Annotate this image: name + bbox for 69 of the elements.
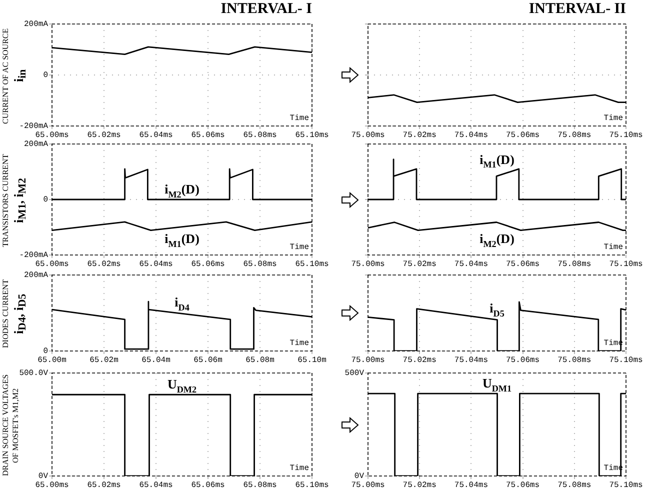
x-tick-label: 75.10ms — [609, 356, 643, 365]
x-tick-label: 65.02ms — [87, 130, 121, 140]
x-tick-label: 65.10ms — [295, 480, 329, 489]
x-tick-label: 75.06ms — [506, 356, 540, 365]
x-tick-label: 75.08ms — [558, 130, 592, 140]
x-tick-label: 65.08m — [246, 356, 275, 365]
x-tick-label: 75.04ms — [454, 130, 488, 140]
y-tick-label: 0V — [354, 472, 364, 482]
x-axis-title: Time — [290, 339, 310, 348]
x-tick-label: 75.02ms — [402, 260, 437, 269]
x-tick-label: 65.04ms — [139, 480, 173, 489]
x-tick-label: 75.06ms — [506, 130, 540, 140]
x-tick-label: 75.06ms — [506, 480, 540, 489]
chart-title: INTERVAL- I — [220, 1, 312, 18]
y-tick-label: 0 — [43, 347, 48, 356]
y-tick-label: -200mA — [19, 251, 48, 260]
x-tick-label: 65.02ms — [87, 260, 121, 269]
chart-title: INTERVAL- II — [528, 1, 626, 18]
x-tick-label: 65.00ms — [35, 260, 69, 269]
x-axis-title: Time — [290, 114, 310, 124]
x-tick-label: 65.06ms — [191, 480, 225, 489]
x-tick-label: 65.04m — [142, 356, 171, 365]
x-tick-label: 65.02m — [90, 356, 119, 365]
x-tick-label: 65.06m — [194, 356, 223, 365]
x-tick-label: 75.08ms — [558, 260, 592, 269]
x-tick-label: 65.08ms — [243, 130, 277, 140]
x-tick-label: 65.04ms — [139, 130, 173, 140]
x-axis-title: Time — [290, 464, 310, 474]
x-tick-label: 65.00ms — [35, 130, 69, 140]
x-tick-label: 65.00ms — [35, 480, 69, 489]
y-tick-label: 0 — [43, 71, 48, 80]
x-tick-label: 65.00m — [38, 356, 67, 365]
x-tick-label: 75.06ms — [506, 260, 540, 269]
x-tick-label: 75.02ms — [402, 356, 437, 365]
x-tick-label: 65.08ms — [243, 480, 277, 489]
x-tick-label: 75.02ms — [402, 480, 437, 489]
y-tick-label: 0V — [38, 472, 48, 482]
x-tick-label: 65.08ms — [243, 260, 277, 269]
x-tick-label: 75.00ms — [351, 356, 385, 365]
y-tick-label: 500V — [344, 369, 364, 378]
y-tick-label: 200mA — [24, 271, 48, 280]
y-tick-label: 200mA — [24, 20, 48, 30]
y-tick-label: -200mA — [19, 122, 48, 132]
x-tick-label: 65.06ms — [191, 260, 225, 269]
x-axis-title: Time — [604, 243, 624, 252]
x-tick-label: 75.10ms — [609, 480, 643, 489]
x-tick-label: 65.10m — [298, 356, 327, 365]
x-tick-label: 75.08ms — [558, 480, 592, 489]
x-tick-label: 75.10ms — [609, 260, 643, 269]
x-axis-title: Time — [290, 243, 310, 252]
x-tick-label: 75.10ms — [609, 130, 643, 140]
x-tick-label: 65.04ms — [139, 260, 173, 269]
y-tick-label: 0 — [43, 196, 48, 205]
x-tick-label: 65.10ms — [295, 130, 329, 140]
y-tick-label: 200mA — [24, 140, 48, 150]
x-tick-label: 75.02ms — [402, 130, 437, 140]
y-axis-title: DRAIN SOURCE VOLTAGES OF MOSFET's M1,M2 — [1, 374, 20, 478]
x-tick-label: 75.04ms — [454, 260, 488, 269]
x-tick-label: 65.02ms — [87, 480, 121, 489]
y-tick-label: 500.0V — [19, 369, 48, 378]
x-tick-label: 75.08ms — [558, 356, 592, 365]
x-tick-label: 75.00ms — [351, 480, 385, 489]
x-tick-label: 65.06ms — [191, 130, 225, 140]
x-tick-label: 75.00ms — [351, 260, 385, 269]
x-tick-label: 75.04ms — [454, 480, 488, 489]
x-tick-label: 65.10ms — [295, 260, 329, 269]
x-tick-label: 75.00ms — [351, 130, 385, 140]
x-axis-title: Time — [604, 114, 624, 124]
x-tick-label: 75.04ms — [454, 356, 488, 365]
